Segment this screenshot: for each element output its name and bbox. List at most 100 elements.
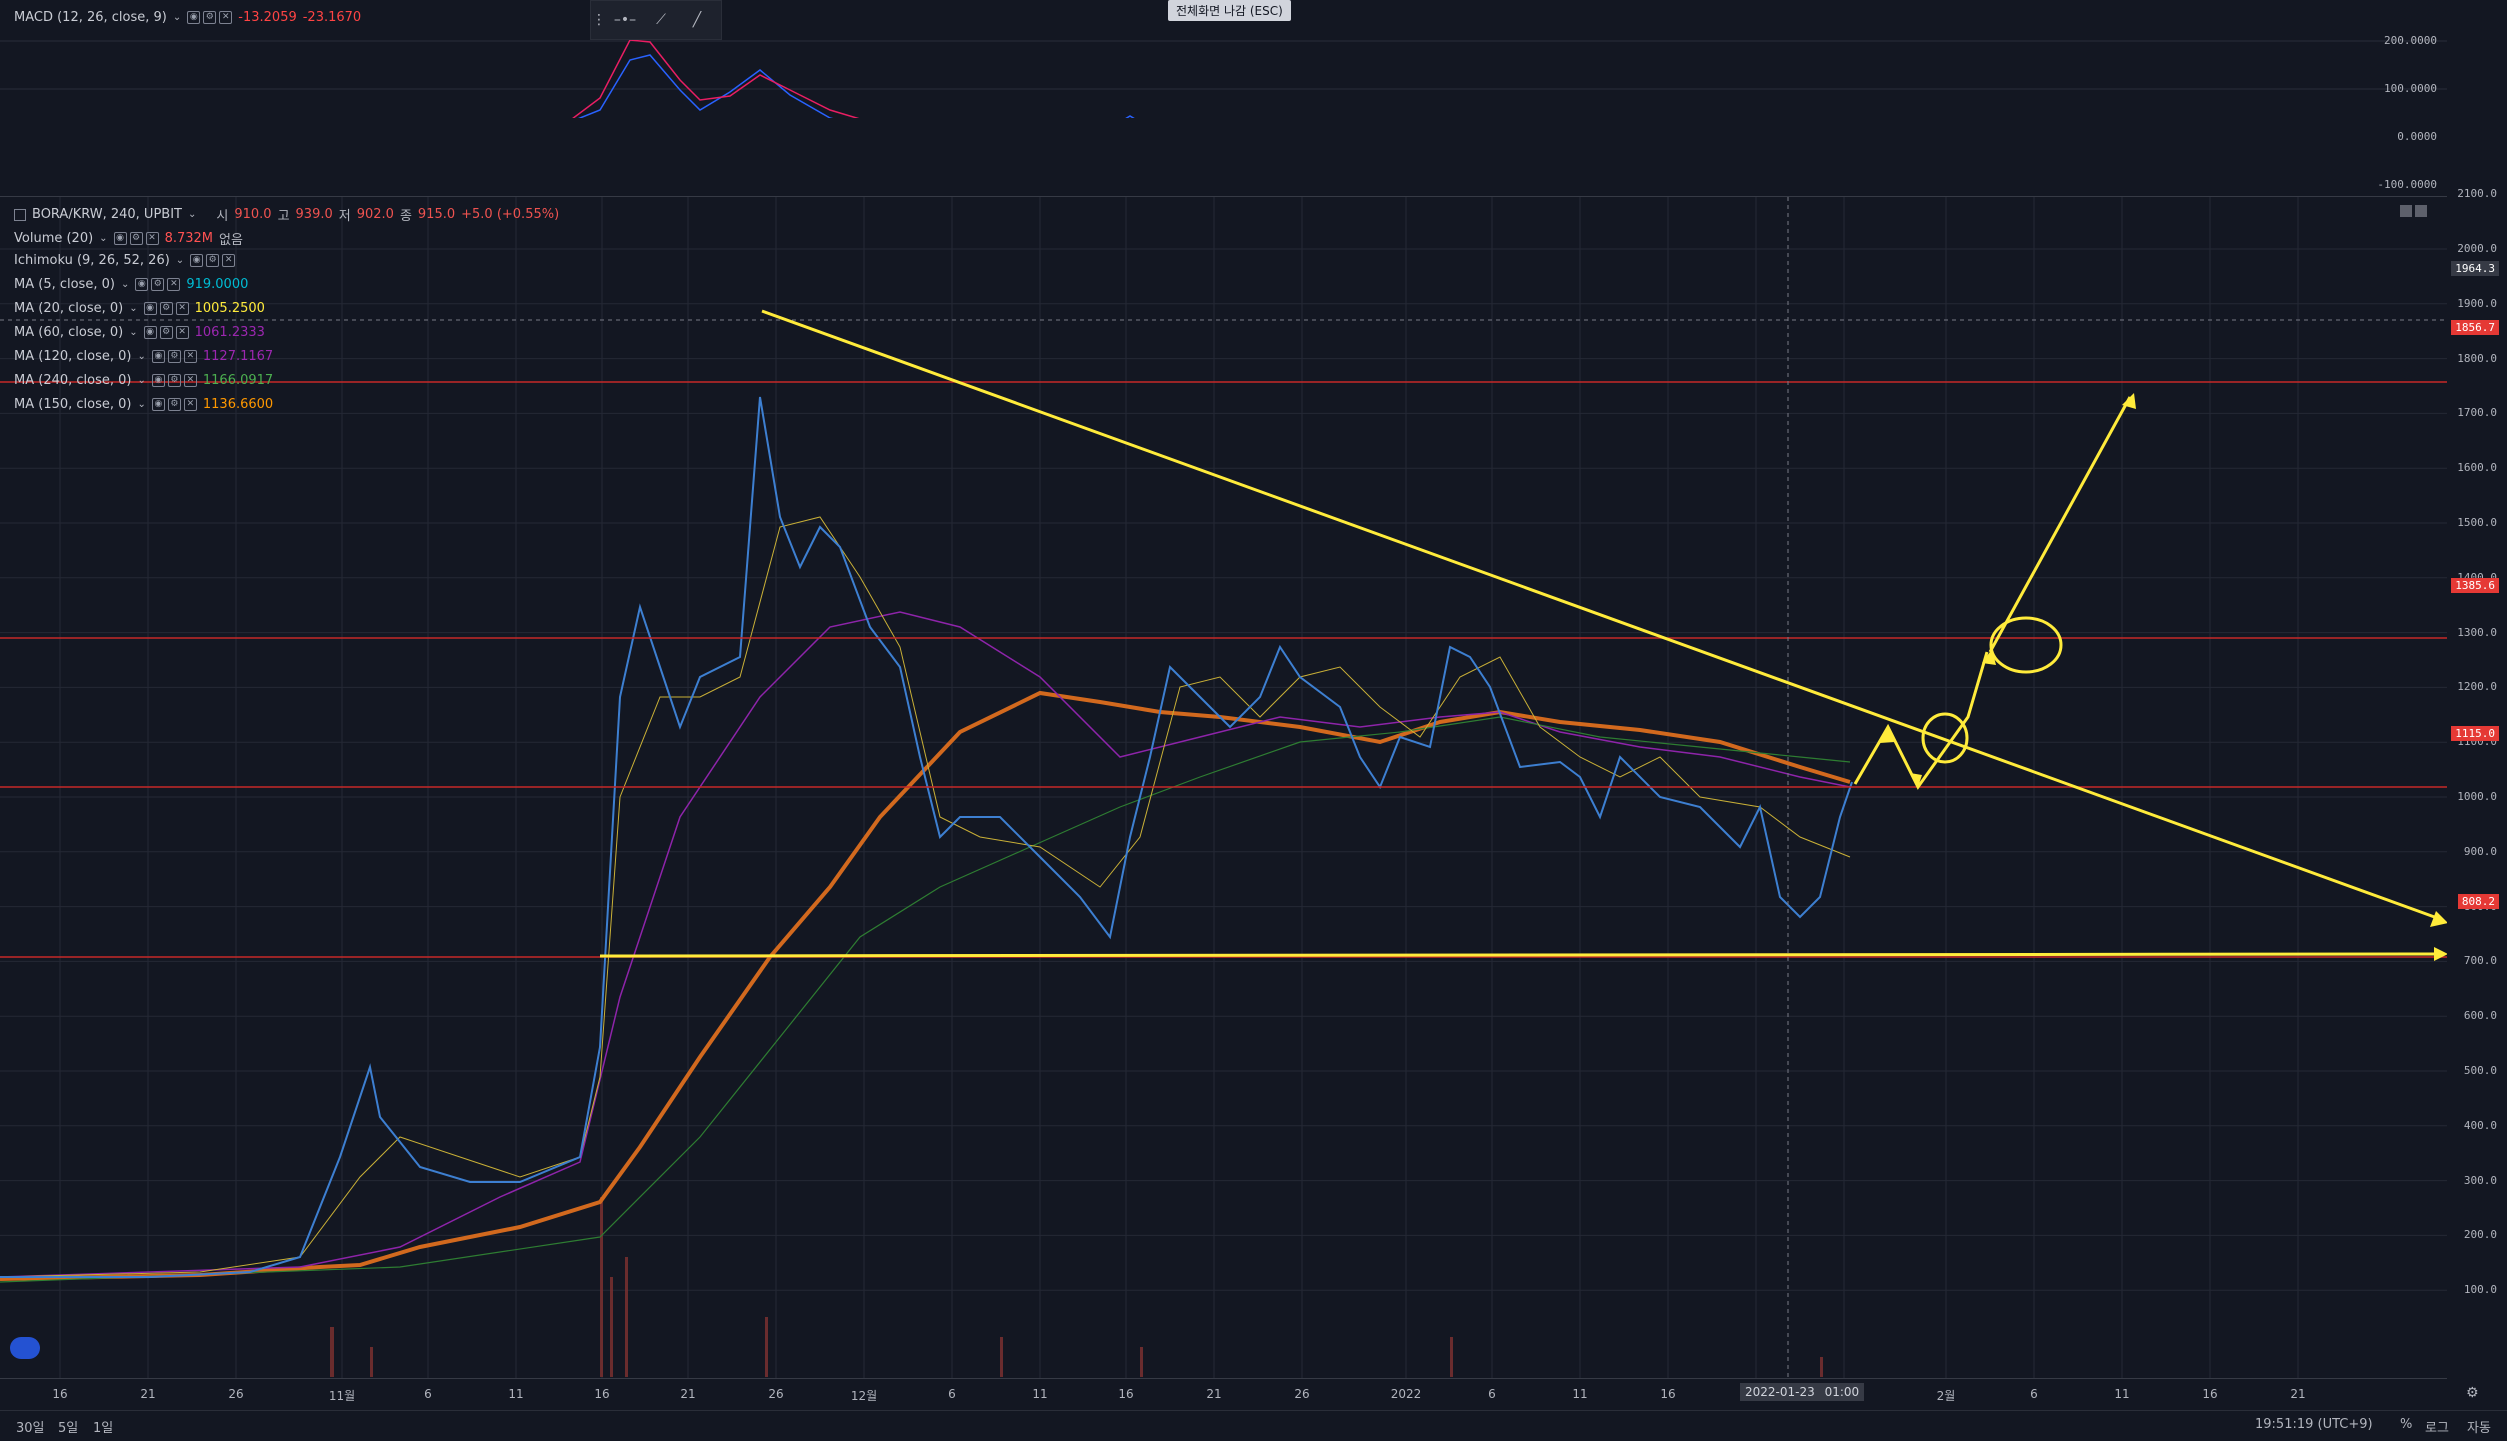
gear-icon[interactable]: ⚙ [151, 278, 165, 291]
axis-settings-icon[interactable]: ⚙ [2466, 1385, 2479, 1401]
macd-value-2: -23.1670 [302, 10, 362, 25]
log-toggle[interactable]: 로그 [2425, 1421, 2449, 1436]
gear-icon[interactable]: ⚙ [206, 254, 220, 267]
eye-icon[interactable]: ◉ [113, 232, 127, 245]
percent-toggle[interactable]: % [2400, 1417, 2413, 1432]
chevron-down-icon[interactable]: ⌄ [137, 351, 146, 362]
indicator-name[interactable]: Volume (20) [14, 231, 94, 246]
eye-icon[interactable]: ◉ [143, 302, 157, 315]
close-icon[interactable]: ✕ [219, 11, 233, 24]
horizontal-line-tool-icon[interactable]: –•– [613, 12, 637, 28]
price-chart[interactable] [0, 197, 2447, 1379]
close-icon[interactable]: ✕ [183, 398, 197, 411]
eye-icon[interactable]: ◉ [143, 326, 157, 339]
macd-value-1: -13.2059 [238, 10, 297, 25]
trend-line-tool-icon[interactable]: ⟋ [656, 12, 666, 28]
symbol-title[interactable]: BORA/KRW, 240, UPBIT [32, 207, 182, 222]
close-icon[interactable]: ✕ [145, 232, 159, 245]
indicator-legend-row: Volume (20) ⌄ ◉ ⚙ ✕ 8.732M 없음 [14, 229, 243, 248]
low-value: 902.0 [356, 207, 394, 222]
indicator-name[interactable]: MA (60, close, 0) [14, 325, 124, 340]
indicator-legend-row: Ichimoku (9, 26, 52, 26) ⌄ ◉ ⚙ ✕ [14, 253, 247, 268]
crosshair-hour: 01:00 [1824, 1385, 1860, 1399]
price-scale-label: 300.0 [2463, 1173, 2497, 1187]
arrowheads [1880, 393, 2447, 961]
time-axis-label: 16 [2202, 1387, 2218, 1401]
indicator-value: 1166.0917 [202, 373, 274, 388]
ma-120-line [0, 716, 1851, 1283]
close-icon[interactable]: ✕ [167, 278, 181, 291]
indicator-value: 1061.2333 [194, 325, 265, 340]
indicator-name[interactable]: MA (20, close, 0) [14, 301, 124, 316]
chevron-down-icon[interactable]: ⌄ [129, 303, 138, 314]
chevron-down-icon[interactable]: ⌄ [129, 327, 138, 338]
chevron-down-icon[interactable]: ⌄ [187, 209, 197, 220]
gear-icon[interactable]: ⚙ [129, 232, 143, 245]
eye-icon[interactable]: ◉ [190, 254, 204, 267]
close-icon[interactable]: ✕ [175, 326, 189, 339]
price-tag: 1115.0 [2451, 725, 2499, 741]
time-axis-label: 11월 [328, 1389, 356, 1403]
auto-toggle[interactable]: 자동 [2467, 1421, 2491, 1436]
time-axis-label: 11 [2114, 1387, 2130, 1401]
macd-legend: MACD (12, 26, close, 9) ⌄ ◉ ⚙ ✕ -13.2059… [14, 10, 361, 25]
time-axis-label: 16 [52, 1387, 68, 1401]
time-axis-label: 26 [1294, 1387, 1310, 1401]
time-axis-label: 6 [1488, 1387, 1496, 1401]
exit-fullscreen-tooltip[interactable]: 전체화면 나감 (ESC) [1168, 0, 1291, 21]
macd-title[interactable]: MACD (12, 26, close, 9) [14, 10, 167, 25]
indicator-value: 919.0000 [186, 277, 249, 292]
time-axis-label: 16 [1118, 1387, 1134, 1401]
gear-icon[interactable]: ⚙ [203, 11, 217, 24]
chevron-down-icon[interactable]: ⌄ [172, 12, 182, 23]
eye-icon[interactable]: ◉ [151, 350, 165, 363]
eye-icon[interactable]: ◉ [135, 278, 149, 291]
range-30d[interactable]: 30일 [16, 1421, 45, 1436]
gear-icon[interactable]: ⚙ [167, 350, 181, 363]
close-icon[interactable]: ✕ [175, 302, 189, 315]
macd-scale-1: 200.0000 [2384, 34, 2437, 47]
indicator-name[interactable]: MA (150, close, 0) [14, 397, 132, 412]
range-1d[interactable]: 1일 [93, 1421, 114, 1436]
collapse-icon[interactable] [14, 208, 26, 221]
gear-icon[interactable]: ⚙ [167, 398, 181, 411]
change-value: +5.0 (+0.55%) [461, 207, 560, 222]
indicator-name[interactable]: MA (240, close, 0) [14, 373, 132, 388]
close-icon[interactable]: ✕ [183, 350, 197, 363]
indicator-name[interactable]: MA (5, close, 0) [14, 277, 115, 292]
eye-icon[interactable]: ◉ [151, 398, 165, 411]
price-scale-label: 1000.0 [2457, 790, 2497, 803]
range-5d[interactable]: 5일 [58, 1421, 79, 1436]
macd-plot [0, 39, 2447, 118]
price-scale-label: 2000.0 [2457, 242, 2497, 255]
chevron-down-icon[interactable]: ⌄ [120, 279, 130, 290]
indicator-controls: ◉ ⚙ ✕ [190, 254, 236, 267]
close-icon[interactable]: ✕ [183, 374, 197, 387]
indicator-value: 1005.2500 [194, 301, 265, 316]
chevron-down-icon[interactable]: ⌄ [175, 255, 185, 266]
time-axis-label: 6 [948, 1387, 956, 1401]
indicator-legend-row: MA (150, close, 0) ⌄ ◉ ⚙ ✕ 1136.6600 [14, 397, 279, 412]
chevron-down-icon[interactable]: ⌄ [99, 233, 108, 244]
price-scale-label: 1700.0 [2457, 406, 2497, 420]
ray-tool-icon[interactable]: ╱ [692, 12, 702, 28]
eye-icon[interactable]: ◉ [151, 374, 165, 387]
gear-icon[interactable]: ⚙ [159, 326, 173, 339]
close-icon[interactable]: ✕ [222, 254, 236, 267]
indicator-name[interactable]: MA (120, close, 0) [14, 349, 132, 364]
drag-handle-icon[interactable]: ⋮ [592, 12, 606, 28]
pane-minimize-icon[interactable] [2400, 205, 2412, 217]
price-scale-label: 1500.0 [2457, 516, 2497, 529]
gear-icon[interactable]: ⚙ [167, 374, 181, 387]
indicator-legend-row: MA (20, close, 0) ⌄ ◉ ⚙ ✕ 1005.2500 [14, 301, 271, 316]
candles-line [0, 396, 1853, 1278]
gear-icon[interactable]: ⚙ [159, 302, 173, 315]
time-axis[interactable]: 16 21 26 11월 6 11 16 21 26 12월 6 11 16 21 26 2022 6 11 16 2… [0, 1378, 2447, 1411]
time-axis-label: 21 [140, 1387, 156, 1401]
indicator-name[interactable]: Ichimoku (9, 26, 52, 26) [14, 253, 170, 268]
chevron-down-icon[interactable]: ⌄ [137, 399, 146, 410]
eye-icon[interactable]: ◉ [187, 11, 201, 24]
pane-maximize-icon[interactable] [2415, 205, 2427, 217]
chevron-down-icon[interactable]: ⌄ [137, 375, 146, 386]
macd-controls: ◉ ⚙ ✕ [187, 11, 233, 24]
